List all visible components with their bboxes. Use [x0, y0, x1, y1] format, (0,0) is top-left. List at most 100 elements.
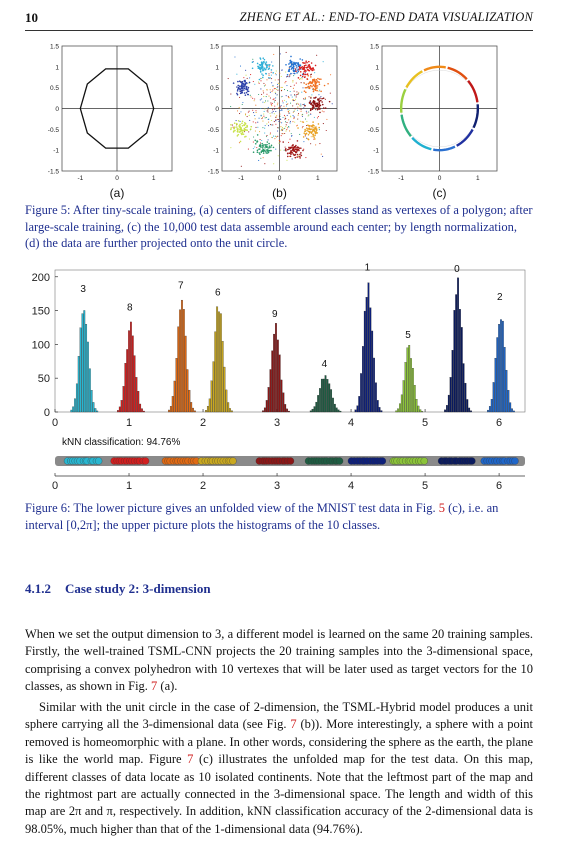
data-point [254, 98, 256, 100]
data-point [314, 72, 316, 74]
class-center-polygon [79, 68, 155, 149]
data-point [233, 122, 236, 124]
data-point [302, 113, 304, 115]
data-point [245, 135, 247, 138]
data-point [277, 89, 279, 91]
data-point [292, 144, 294, 146]
data-point [268, 121, 270, 123]
data-point [261, 73, 263, 75]
data-point [261, 63, 263, 65]
y-tick-label: 0 [44, 407, 50, 419]
data-point [319, 104, 322, 107]
data-point [248, 110, 250, 112]
data-point [314, 109, 317, 111]
data-point [303, 76, 306, 79]
data-point [297, 93, 299, 95]
histogram-bar [459, 309, 461, 413]
data-point [272, 86, 274, 88]
data-point [268, 74, 270, 77]
data-point [264, 127, 266, 129]
data-point [239, 123, 241, 126]
data-point [270, 146, 272, 148]
histogram-bar [399, 403, 401, 413]
data-point [246, 124, 248, 127]
data-point [239, 131, 241, 133]
data-point [318, 100, 321, 103]
data-point [286, 84, 288, 87]
data-point [236, 86, 238, 88]
data-point [310, 113, 312, 115]
data-point [269, 112, 271, 114]
histogram-bar [96, 410, 99, 413]
data-point [282, 141, 285, 143]
data-point [250, 96, 252, 98]
data-point [302, 103, 304, 106]
y-tick-label: 50 [38, 373, 50, 385]
data-point [271, 105, 273, 107]
histogram-bar [88, 368, 91, 413]
data-point [318, 105, 321, 108]
data-point [320, 78, 322, 80]
data-point [287, 148, 289, 151]
data-point [267, 100, 269, 102]
data-point [255, 110, 257, 112]
data-point [240, 89, 243, 92]
data-point [230, 128, 232, 131]
data-point [292, 81, 294, 83]
data-point [297, 155, 300, 157]
data-point [317, 103, 319, 105]
data-point [266, 143, 268, 146]
histogram-bar [169, 406, 172, 413]
data-point [296, 93, 299, 95]
data-point [292, 105, 294, 107]
histogram-bar [453, 310, 456, 413]
data-point [321, 101, 323, 103]
data-point [322, 123, 324, 125]
data-point [290, 153, 292, 156]
data-point [310, 74, 312, 76]
data-point [286, 121, 288, 124]
histogram-bar [333, 403, 336, 413]
data-point [259, 71, 262, 73]
data-point [285, 64, 287, 66]
y-tick-label: -1.5 [48, 169, 60, 176]
data-point [308, 130, 311, 133]
data-point [244, 80, 246, 83]
data-point [291, 96, 293, 98]
histogram-bar [492, 382, 495, 413]
figure-ref-link[interactable]: 5 [438, 501, 445, 515]
data-point [309, 124, 311, 127]
data-point [299, 70, 302, 73]
histogram-bar [410, 358, 412, 413]
data-point [272, 110, 274, 113]
data-point [260, 63, 262, 66]
data-point [268, 145, 271, 147]
data-point [299, 147, 302, 149]
data-point [284, 82, 286, 84]
data-point [262, 120, 264, 122]
figure-ref-link[interactable]: 7 [151, 679, 158, 694]
data-point [293, 118, 295, 120]
data-point [255, 111, 257, 113]
data-point [319, 97, 321, 99]
data-point [316, 89, 318, 92]
histogram-bar [182, 309, 185, 413]
data-point [277, 79, 279, 81]
y-tick-label: 0.5 [50, 85, 59, 92]
histogram-bar [373, 357, 375, 413]
data-point [243, 83, 245, 86]
figure-ref-link[interactable]: 7 [187, 752, 194, 767]
data-point [260, 146, 262, 148]
histogram-bar [501, 320, 504, 413]
data-point [311, 134, 314, 136]
data-point [302, 121, 305, 123]
figure-ref-link[interactable]: 7 [290, 717, 297, 732]
data-point [256, 62, 259, 65]
data-point [275, 148, 277, 150]
data-point [315, 87, 318, 89]
data-point [235, 126, 238, 128]
data-point [244, 131, 246, 133]
data-point [267, 111, 269, 113]
data-point [262, 74, 264, 77]
